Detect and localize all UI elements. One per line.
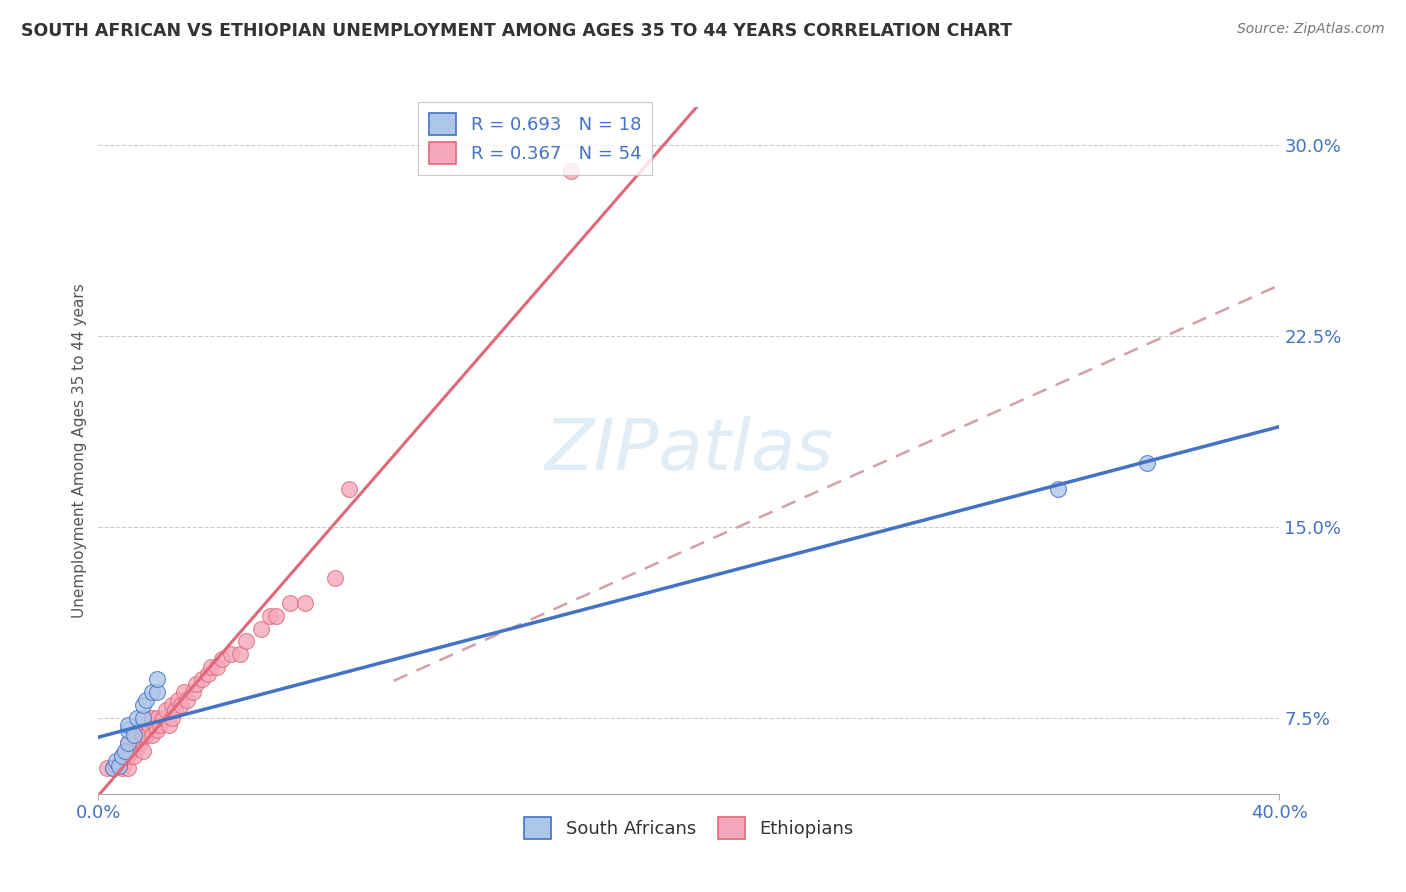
Point [132, 698, 155, 712]
Point [152, 710, 174, 724]
Point [173, 685, 195, 699]
Point [176, 692, 198, 706]
Point [117, 761, 139, 775]
Point [117, 736, 139, 750]
Point [162, 710, 183, 724]
Point [105, 754, 128, 768]
Point [132, 728, 155, 742]
Point [120, 744, 142, 758]
Point [1046, 482, 1070, 496]
Point [122, 748, 145, 763]
Point [221, 647, 243, 661]
Point [125, 741, 148, 756]
Point [141, 685, 163, 699]
Point [125, 710, 148, 724]
Point [146, 685, 169, 699]
Point [138, 718, 160, 732]
Point [117, 736, 139, 750]
Point [114, 744, 136, 758]
Point [167, 692, 190, 706]
Point [191, 673, 214, 687]
Point [103, 761, 125, 775]
Point [200, 659, 222, 673]
Point [197, 667, 219, 681]
Point [111, 748, 134, 763]
Text: SOUTH AFRICAN VS ETHIOPIAN UNEMPLOYMENT AMONG AGES 35 TO 44 YEARS CORRELATION CH: SOUTH AFRICAN VS ETHIOPIAN UNEMPLOYMENT … [21, 22, 1012, 40]
Point [132, 710, 155, 724]
Point [122, 728, 145, 742]
Point [111, 748, 134, 763]
Point [143, 718, 166, 732]
Point [205, 659, 228, 673]
Point [117, 723, 139, 738]
Point [117, 748, 139, 763]
Point [181, 685, 204, 699]
Point [117, 718, 139, 732]
Text: ZIPatlas: ZIPatlas [544, 416, 834, 485]
Point [162, 698, 183, 712]
Point [165, 703, 187, 717]
Point [170, 698, 193, 712]
Point [229, 647, 252, 661]
Point [125, 728, 148, 742]
Point [111, 761, 134, 775]
Point [114, 754, 136, 768]
Point [96, 761, 118, 775]
Point [141, 728, 163, 742]
Point [280, 596, 302, 610]
Point [135, 728, 157, 742]
Point [149, 718, 172, 732]
Point [250, 622, 273, 636]
Point [211, 652, 233, 666]
Point [132, 718, 155, 732]
Point [184, 677, 207, 691]
Point [105, 759, 128, 773]
Point [103, 761, 125, 775]
Point [157, 718, 180, 732]
Point [1136, 456, 1159, 470]
Point [155, 703, 177, 717]
Point [108, 756, 131, 771]
Point [135, 692, 157, 706]
Point [128, 736, 150, 750]
Point [146, 673, 169, 687]
Text: Source: ZipAtlas.com: Source: ZipAtlas.com [1237, 22, 1385, 37]
Point [141, 710, 163, 724]
Point [294, 596, 316, 610]
Point [339, 482, 361, 496]
Point [108, 759, 131, 773]
Point [323, 571, 346, 585]
Point [132, 744, 155, 758]
Legend: South Africans, Ethiopians: South Africans, Ethiopians [517, 810, 860, 847]
Point [146, 710, 169, 724]
Point [560, 163, 582, 178]
Point [259, 608, 281, 623]
Point [235, 634, 257, 648]
Y-axis label: Unemployment Among Ages 35 to 44 years: Unemployment Among Ages 35 to 44 years [72, 283, 87, 618]
Point [146, 723, 169, 738]
Point [264, 608, 287, 623]
